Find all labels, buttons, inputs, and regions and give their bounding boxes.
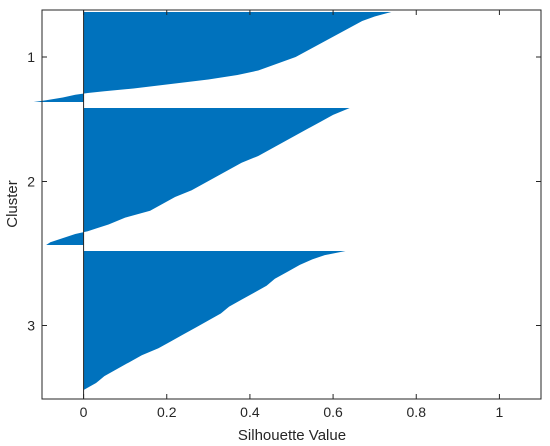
x-tick-label: 0.4: [240, 404, 260, 420]
cluster-1-silhouette: [33, 12, 392, 102]
x-tick-label: 0.2: [157, 404, 177, 420]
x-axis-ticks: 0 0.2 0.4 0.6 0.8 1: [80, 10, 504, 420]
cluster-2-silhouette: [46, 108, 350, 245]
y-tick-label: 1: [27, 49, 35, 65]
cluster-bars: [33, 10, 392, 399]
y-tick-label: 2: [27, 174, 35, 190]
x-tick-label: 0.6: [323, 404, 343, 420]
y-axis-label: Cluster: [4, 180, 21, 228]
x-axis-label: Silhouette Value: [238, 427, 346, 444]
plot-frame: [41, 9, 542, 400]
y-axis-ticks: 1 2 3: [27, 49, 541, 334]
y-tick-label: 3: [27, 318, 35, 334]
cluster-3-silhouette: [83, 251, 346, 390]
x-tick-label: 0: [80, 404, 88, 420]
x-tick-label: 0.8: [407, 404, 427, 420]
x-tick-label: 1: [496, 404, 504, 420]
